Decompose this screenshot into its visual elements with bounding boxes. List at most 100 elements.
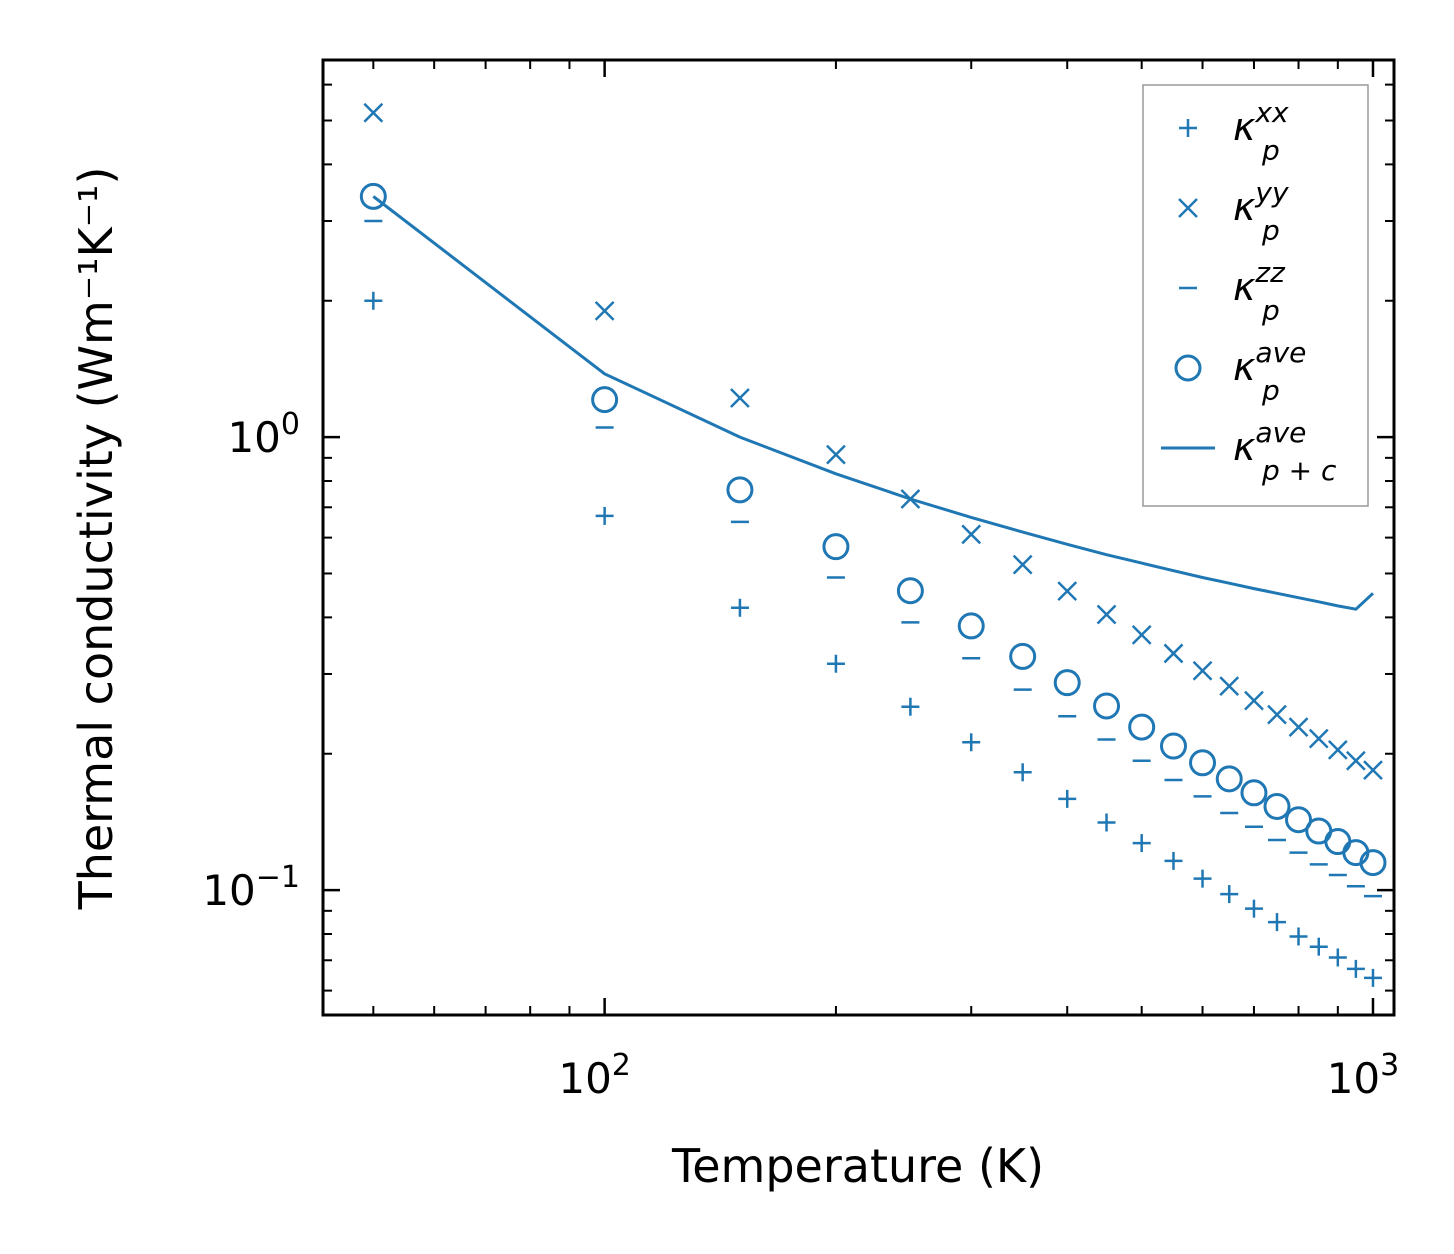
data-point [1013,763,1032,782]
data-point-b [1163,643,1184,664]
data-point [1132,834,1151,853]
data-point [1363,968,1382,987]
data-point [901,697,920,716]
y-axis-label: Thermal conductivity (Wm⁻¹K⁻¹) [69,167,123,911]
data-point [1093,692,1121,720]
data-point-b [1363,760,1383,781]
legend-marker-icon [1174,354,1202,382]
series-plus [364,291,1382,987]
x-tick-label: 102 [558,1048,631,1103]
data-point [730,388,750,408]
data-point [1267,913,1286,932]
data-point [1219,676,1240,697]
data-point [1346,959,1365,978]
y-tick-label: 10−1 [202,860,300,915]
data-point [1285,806,1313,834]
legend-marker-icon [1179,119,1197,137]
data-point [1328,948,1347,967]
data-point [1288,717,1309,737]
data-point-b [1219,676,1240,697]
plot-frame [321,58,1396,1017]
data-point [1263,792,1291,820]
x-axis-label: Temperature (K) [671,1139,1044,1193]
data-point [1009,642,1037,670]
data-point [1057,581,1078,602]
data-point-b [1096,604,1117,625]
data-point [364,291,383,310]
data-point [1096,604,1117,625]
data-point [730,598,749,617]
data-point [1215,765,1243,793]
series-layer [359,102,1387,987]
data-point [359,182,387,210]
data-point [1327,739,1348,760]
legend-label: κave p [1233,336,1306,407]
data-point [1308,728,1329,749]
data-point [1192,660,1213,681]
data-point [1193,869,1212,888]
data-point [1163,643,1184,664]
data-point [1345,750,1366,771]
data-point-b [1057,581,1078,602]
data-point [1128,713,1156,741]
data-point [594,300,615,321]
data-point-b [961,524,982,545]
data-point [962,733,981,752]
data-point-b [1244,690,1264,711]
data-point [1131,624,1152,645]
data-point [1164,851,1183,870]
data-point-b [363,102,384,123]
data-point [726,476,754,504]
data-point [1244,690,1264,711]
data-point [822,533,850,561]
tick-labels: 102 103 10−1 100 [202,407,1399,1103]
y-tick-label: 100 [227,407,300,462]
data-point [961,524,982,545]
legend-label: κyy p [1233,176,1289,247]
legend-label: κave p + c [1233,416,1337,487]
series-line [372,195,1375,611]
data-point [363,102,384,123]
series-circle [359,182,1387,877]
legend-marker-icon-b [1178,198,1198,218]
legend-box [1142,84,1369,507]
data-point [1058,789,1077,808]
data-point [896,577,924,605]
data-point [595,506,614,525]
data-point [1053,669,1081,697]
major-ticks [323,60,1394,1015]
data-point-b [1345,750,1366,771]
data-point [1012,554,1033,575]
data-point [1244,899,1263,918]
legend: κxx p κyy p κzz p κave p κave p + c [1142,84,1369,507]
legend-label: κzz p [1233,256,1286,327]
data-point-b [1288,717,1309,737]
data-point [1189,749,1217,777]
data-point [1309,937,1328,956]
data-point [1267,704,1287,725]
data-point [957,612,985,640]
data-point-b [826,444,846,465]
data-point [1240,779,1268,807]
data-point-b [1308,728,1329,749]
x-tick-label: 103 [1327,1048,1400,1103]
data-point [826,444,846,465]
data-point [1289,927,1308,946]
data-point [826,654,845,673]
data-point-b [1267,704,1287,725]
data-point [1363,760,1383,781]
data-point-b [1327,739,1348,760]
data-point-b [1131,624,1152,645]
legend-label: κxx p [1233,96,1289,167]
data-point [591,386,619,414]
data-point [1359,849,1387,877]
data-point [1097,813,1116,832]
legend-marker-icon [1178,198,1198,218]
series-line [372,195,1375,611]
data-point-b [1192,660,1213,681]
series-hline [364,219,1382,898]
data-point [1159,732,1187,760]
data-point-b [730,388,750,408]
data-point-b [594,300,615,321]
